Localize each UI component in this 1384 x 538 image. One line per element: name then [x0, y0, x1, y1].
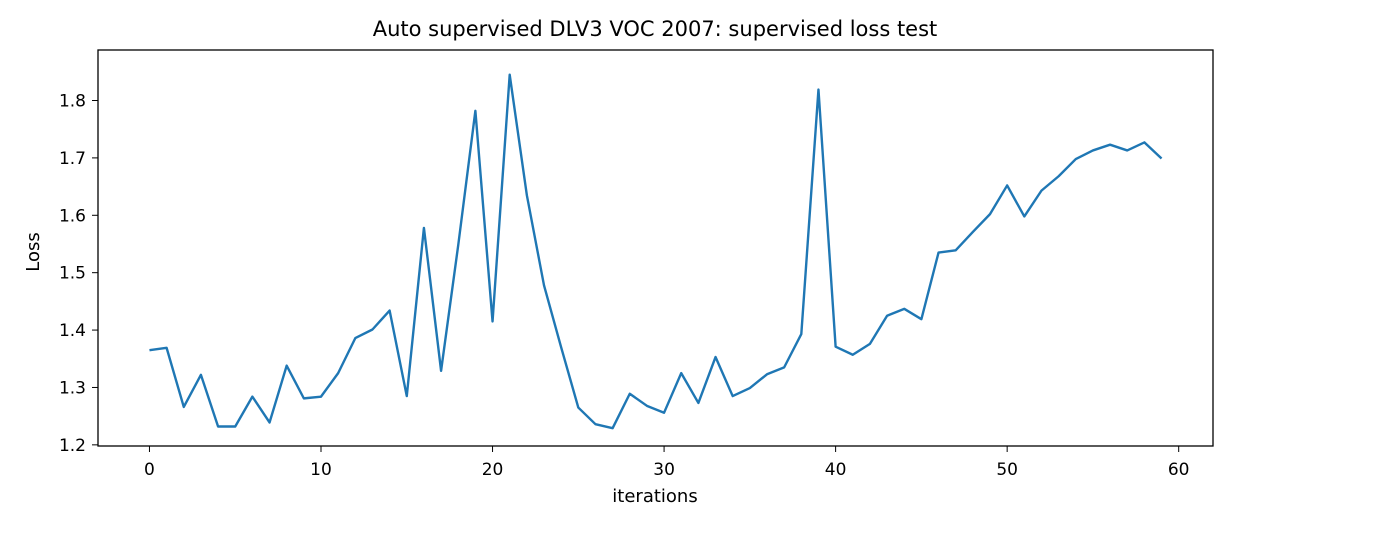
y-axis: 1.2 1.3 1.4 1.5 1.6 1.7 1.8 — [59, 92, 98, 456]
y-tick-label: 1.6 — [59, 206, 86, 226]
y-tick-label: 1.7 — [59, 149, 86, 169]
chart-title: Auto supervised DLV3 VOC 2007: supervise… — [373, 17, 938, 41]
x-tick-label: 10 — [310, 460, 332, 480]
y-tick-label: 1.5 — [59, 264, 86, 284]
x-tick-label: 30 — [653, 460, 675, 480]
y-tick-label: 1.2 — [59, 436, 86, 456]
y-tick-label: 1.4 — [59, 321, 86, 341]
x-tick-label: 20 — [482, 460, 504, 480]
x-tick-label: 50 — [996, 460, 1018, 480]
y-tick-label: 1.3 — [59, 378, 86, 398]
x-tick-label: 0 — [144, 460, 155, 480]
x-axis-label: iterations — [612, 486, 697, 507]
plot-frame — [97, 49, 1214, 447]
y-axis-label: Loss — [23, 232, 44, 271]
y-tick-label: 1.8 — [59, 92, 86, 112]
x-axis: 0 10 20 30 40 50 60 — [144, 446, 1190, 480]
series-line-0 — [149, 73, 1163, 430]
x-tick-label: 60 — [1168, 460, 1190, 480]
plot-area — [149, 73, 1163, 430]
x-tick-label: 40 — [825, 460, 847, 480]
